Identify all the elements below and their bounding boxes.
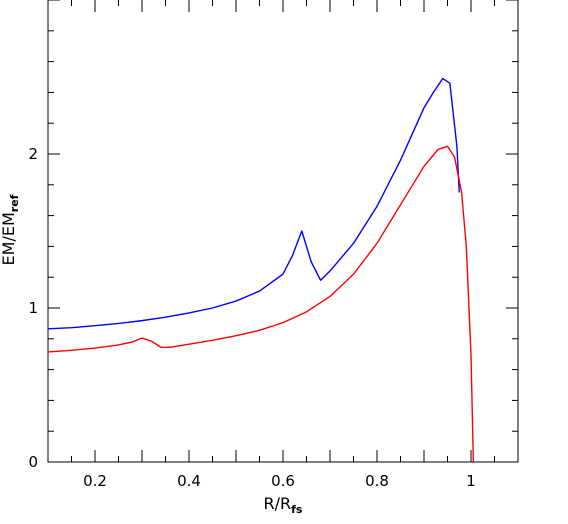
plot-frame: [47, 0, 519, 463]
x-tick-label: 0.6: [271, 472, 295, 490]
y-tick-label: 1: [28, 299, 38, 317]
y-tick-label: 2: [28, 145, 38, 163]
x-axis-ticks: 0.2 0.4 0.6 0.8 1: [47, 0, 519, 490]
y-axis-ticks: 0 1 2: [28, 0, 518, 471]
x-tick-label: 0.8: [365, 472, 389, 490]
series-line-2: [47, 145, 475, 463]
x-tick-label: 1: [466, 472, 476, 490]
series-line-1: [47, 77, 460, 330]
y-axis-label: EM/EMref: [0, 194, 21, 265]
y-axis-label-sub: ref: [8, 194, 21, 212]
y-tick-label: 0: [28, 453, 38, 471]
x-tick-label: 0.2: [83, 472, 107, 490]
x-axis-label-sub: fs: [291, 503, 303, 516]
x-axis-label: R/Rfs: [264, 494, 303, 516]
series-layer: [47, 77, 475, 463]
x-axis-label-main: R/R: [264, 494, 292, 513]
x-tick-label: 0.4: [177, 472, 201, 490]
y-axis-label-main: EM/EM: [0, 212, 18, 265]
